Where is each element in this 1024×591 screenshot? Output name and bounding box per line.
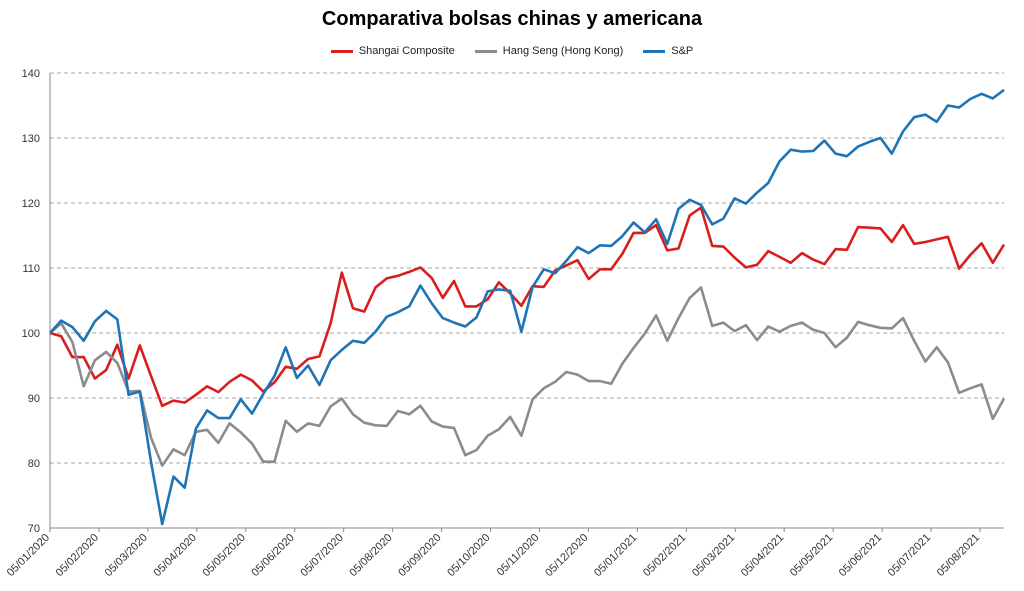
x-tick-label-10: 05/11/2020	[495, 532, 542, 579]
y-tick-label-110: 110	[22, 263, 40, 275]
x-tick-label-5: 05/06/2020	[249, 532, 296, 579]
x-tick-label-4: 05/05/2020	[200, 532, 247, 579]
series-line-sp	[49, 88, 1005, 526]
y-tick-label-90: 90	[28, 393, 40, 405]
series-line-hangseng	[49, 286, 1006, 467]
y-tick-label-80: 80	[28, 458, 40, 470]
chart-title: Comparativa bolsas chinas y americana	[321, 8, 703, 30]
x-tick-label-0: 05/01/2020	[5, 532, 52, 579]
x-tick-label-11: 05/12/2020	[543, 532, 590, 579]
legend-swatch-hangseng	[474, 49, 497, 53]
legend-item-hangseng: Hang Seng (Hong Kong)	[474, 45, 624, 57]
x-tick-label-14: 05/03/2021	[690, 532, 737, 579]
legend-swatch-sp	[643, 49, 666, 53]
y-tick-label-130: 130	[22, 133, 40, 145]
y-tick-label-100: 100	[22, 328, 40, 340]
x-tick-label-6: 05/07/2020	[298, 532, 345, 579]
legend-label-hangseng: Hang Seng (Hong Kong)	[502, 45, 624, 57]
y-tick-label-70: 70	[28, 523, 40, 535]
x-tick-label-1: 05/02/2020	[54, 532, 101, 579]
x-tick-label-17: 05/06/2021	[837, 532, 884, 579]
x-tick-label-8: 05/09/2020	[396, 532, 443, 579]
x-tick-label-18: 05/07/2021	[886, 532, 933, 579]
legend-swatch-shanghai	[330, 49, 353, 53]
series-line-shanghai	[49, 206, 1006, 408]
x-tick-label-9: 05/10/2020	[445, 532, 492, 579]
x-tick-label-7: 05/08/2020	[347, 532, 394, 579]
x-tick-label-19: 05/08/2021	[935, 532, 982, 579]
x-tick-label-2: 05/03/2020	[103, 532, 150, 579]
x-tick-label-16: 05/05/2021	[788, 532, 835, 579]
y-tick-label-140: 140	[22, 68, 40, 80]
chart-legend: Shangai Composite Hang Seng (Hong Kong) …	[0, 45, 1024, 57]
legend-item-sp: S&P	[643, 45, 693, 57]
x-tick-label-15: 05/04/2021	[739, 532, 786, 579]
x-tick-label-13: 05/02/2021	[641, 532, 688, 579]
legend-label-shanghai: Shangai Composite	[358, 45, 455, 57]
legend-item-shanghai: Shangai Composite	[330, 45, 455, 57]
legend-label-sp: S&P	[671, 45, 694, 57]
x-tick-label-12: 05/01/2021	[592, 532, 639, 579]
y-tick-label-120: 120	[22, 198, 40, 210]
x-tick-label-3: 05/04/2020	[152, 532, 199, 579]
